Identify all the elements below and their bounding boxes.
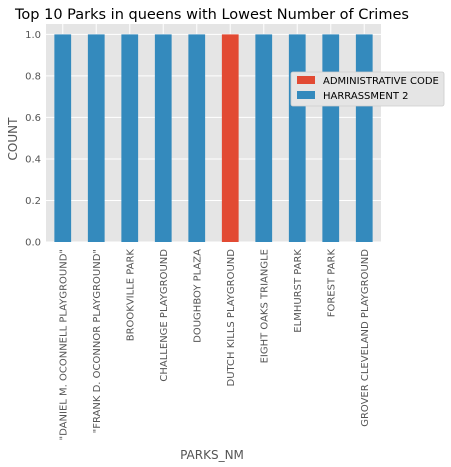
- y-tick-label: 0.2: [25, 196, 41, 207]
- bar-harrassment-2-3: [154, 34, 172, 242]
- bar-harrassment-2-2: [121, 34, 139, 242]
- y-tick-label: 0.4: [25, 154, 41, 165]
- y-tick-label: 1.0: [25, 30, 41, 41]
- bar-harrassment-2-8: [322, 34, 340, 242]
- x-axis-ticks: "DANIEL M. OCONNELL PLAYGROUND" "FRANK D.…: [58, 249, 371, 441]
- bar-harrassment-2-0: [54, 34, 72, 242]
- bar-harrassment-2-4: [188, 34, 206, 242]
- bar-harrassment-2-7: [288, 34, 306, 242]
- legend-swatch-harrassment-2: [297, 91, 315, 99]
- legend-box: [290, 71, 445, 107]
- legend-label-administrative-code: ADMINISTRATIVE CODE: [323, 76, 439, 87]
- y-axis-label: COUNT: [6, 117, 20, 161]
- legend-swatch-administrative-code: [297, 76, 315, 84]
- x-tick-label: GROVER CLEVELAND PLAYGROUND: [360, 249, 371, 427]
- x-tick-label: CHALLENGE PLAYGROUND: [159, 249, 170, 382]
- bar-harrassment-2-1: [87, 34, 105, 242]
- x-tick-label: DOUGHBOY PLAZA: [192, 249, 203, 343]
- x-tick-label: "DANIEL M. OCONNELL PLAYGROUND": [58, 249, 69, 440]
- legend: ADMINISTRATIVE CODE HARRASSMENT 2: [290, 71, 445, 107]
- x-tick-label: ELMHURST PARK: [293, 249, 304, 333]
- y-tick-label: 0.0: [25, 238, 41, 249]
- bar-harrassment-2-6: [255, 34, 273, 242]
- bar-harrassment-2-9: [355, 34, 373, 242]
- bars: [54, 34, 373, 242]
- x-tick-label: EIGHT OAKS TRIANGLE: [259, 249, 270, 363]
- y-tick-label: 0.6: [25, 113, 41, 124]
- y-axis-ticks: 0.0 0.2 0.4 0.6 0.8 1.0: [25, 30, 41, 249]
- x-tick-label: FOREST PARK: [326, 249, 337, 318]
- x-tick-label: BROOKVILLE PARK: [125, 249, 136, 342]
- legend-label-harrassment-2: HARRASSMENT 2: [323, 91, 408, 102]
- x-axis-label: PARKS_NM: [180, 448, 244, 462]
- y-tick-label: 0.8: [25, 71, 41, 82]
- bar-administrative-code-5: [221, 34, 239, 242]
- x-tick-label: DUTCH KILLS PLAYGROUND: [226, 249, 237, 387]
- x-tick-label: "FRANK D. OCONNOR PLAYGROUND": [92, 249, 103, 433]
- chart-title: Top 10 Parks in queens with Lowest Numbe…: [14, 7, 409, 23]
